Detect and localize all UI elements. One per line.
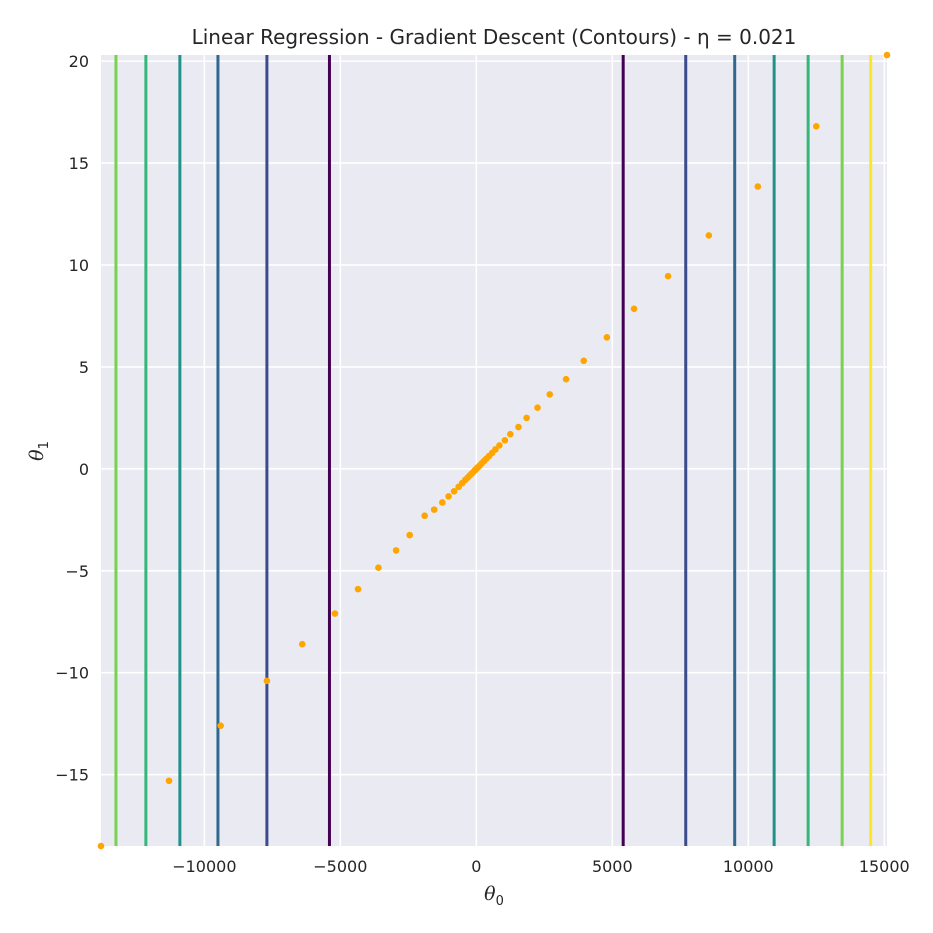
x-axis-label: θ0 — [484, 883, 504, 909]
descent-point — [165, 777, 173, 785]
x-tick-label: 15000 — [859, 857, 910, 876]
x-tick-label: 0 — [471, 857, 481, 876]
descent-point — [523, 414, 530, 422]
x-tick-label: 5000 — [592, 857, 633, 876]
descent-point — [754, 183, 762, 190]
descent-point — [883, 51, 891, 59]
descent-point — [580, 357, 588, 365]
y-tick-label: 20 — [69, 52, 89, 71]
y-tick-label: −5 — [65, 562, 89, 581]
x-tick-label: −10000 — [172, 857, 236, 876]
descent-point — [375, 564, 382, 572]
descent-point — [630, 305, 638, 313]
chart-title: Linear Regression - Gradient Descent (Co… — [192, 25, 797, 49]
descent-point — [812, 123, 820, 130]
y-tick-label: 10 — [69, 256, 89, 275]
x-tick-labels: −10000 −5000 0 5000 10000 15000 — [172, 857, 910, 876]
x-tick-label: 10000 — [723, 857, 774, 876]
y-tick-label: 15 — [69, 154, 89, 173]
descent-point — [406, 531, 413, 539]
descent-point — [496, 442, 503, 449]
grid — [101, 55, 887, 846]
x-tick-label: −5000 — [313, 857, 367, 876]
descent-point — [392, 547, 400, 554]
descent-point — [705, 232, 713, 239]
descent-point — [534, 404, 541, 411]
descent-point — [430, 506, 438, 513]
descent-point — [507, 430, 514, 438]
descent-point — [664, 272, 672, 280]
descent-point — [445, 493, 452, 500]
descent-point — [354, 585, 362, 593]
y-tick-label: 0 — [79, 460, 89, 479]
descent-point — [439, 499, 446, 506]
y-tick-labels: −15 −10 −5 0 5 10 15 20 — [55, 52, 89, 785]
descent-point — [546, 391, 554, 398]
y-tick-label: 5 — [79, 358, 89, 377]
descent-point — [298, 640, 306, 648]
descent-path-points — [97, 51, 891, 850]
descent-point — [421, 512, 428, 520]
descent-point — [455, 483, 462, 491]
y-tick-label: −15 — [55, 766, 89, 785]
descent-point — [217, 722, 224, 730]
descent-point — [331, 610, 339, 617]
descent-point — [515, 423, 522, 431]
y-axis-label: θ1 — [26, 441, 52, 461]
descent-point — [562, 375, 570, 383]
descent-point — [97, 842, 105, 850]
y-tick-label: −10 — [55, 664, 89, 683]
descent-point — [501, 437, 509, 444]
descent-point — [603, 334, 611, 341]
descent-point — [450, 487, 458, 495]
contour-lines — [114, 55, 873, 846]
descent-point — [263, 677, 271, 685]
